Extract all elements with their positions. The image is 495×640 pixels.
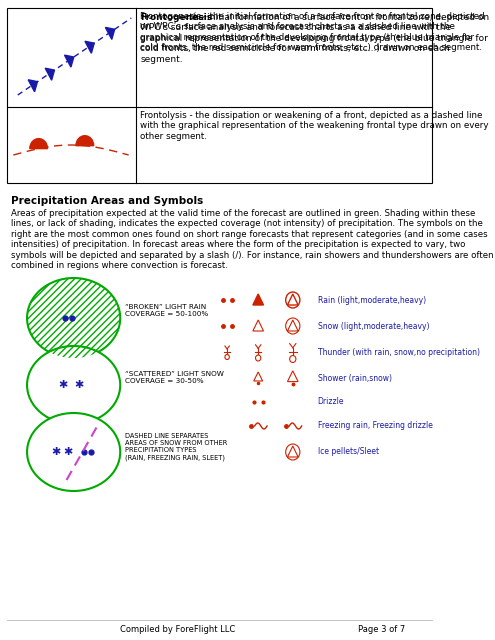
Text: “BROKEN” LIGHT RAIN
COVERAGE = 50-100%: “BROKEN” LIGHT RAIN COVERAGE = 50-100%	[125, 303, 208, 317]
Text: Drizzle: Drizzle	[318, 397, 344, 406]
Wedge shape	[76, 136, 94, 146]
Polygon shape	[64, 55, 74, 67]
Text: Areas of precipitation expected at the valid time of the forecast are outlined i: Areas of precipitation expected at the v…	[11, 209, 494, 270]
Text: Shower (rain,snow): Shower (rain,snow)	[318, 374, 392, 383]
Ellipse shape	[27, 413, 120, 491]
Text: ✱: ✱	[64, 447, 73, 457]
Text: “SCATTERED” LIGHT SNOW
COVERAGE = 30-50%: “SCATTERED” LIGHT SNOW COVERAGE = 30-50%	[125, 371, 224, 383]
Text: Frontogenesis: Frontogenesis	[140, 13, 212, 22]
Polygon shape	[253, 294, 263, 305]
Text: Snow (light,moderate,heavy): Snow (light,moderate,heavy)	[318, 321, 429, 330]
Text: Compiled by ForeFlight LLC: Compiled by ForeFlight LLC	[120, 625, 235, 634]
Polygon shape	[45, 68, 54, 80]
Text: Precipitation Areas and Symbols: Precipitation Areas and Symbols	[11, 196, 203, 206]
Text: DASHED LINE SEPARATES
AREAS OF SNOW FROM OTHER
PRECIPITATION TYPES
(RAIN, FREEZI: DASHED LINE SEPARATES AREAS OF SNOW FROM…	[125, 433, 228, 461]
Text: Frontogenesis - the initial formation of a surface front or frontal zone, depict: Frontogenesis - the initial formation of…	[140, 12, 485, 52]
Polygon shape	[105, 28, 115, 40]
Text: Ice pellets/Sleet: Ice pellets/Sleet	[318, 447, 379, 456]
Text: Thunder (with rain, snow,no precipitation): Thunder (with rain, snow,no precipitatio…	[318, 348, 480, 356]
Text: Page 3 of 7: Page 3 of 7	[358, 625, 405, 634]
Polygon shape	[85, 41, 94, 53]
Ellipse shape	[27, 278, 120, 358]
Text: ✱: ✱	[58, 380, 68, 390]
Wedge shape	[30, 139, 48, 148]
Polygon shape	[28, 80, 38, 92]
Text: ✱: ✱	[74, 380, 84, 390]
Bar	[7, 8, 432, 183]
Text: Rain (light,moderate,heavy): Rain (light,moderate,heavy)	[318, 296, 426, 305]
Text: - the initial formation of a surface front or frontal zone, depicted on WPC’s su: - the initial formation of a surface fro…	[140, 13, 489, 63]
Text: ✱: ✱	[51, 447, 60, 457]
Text: Frontolysis - the dissipation or weakening of a front, depicted as a dashed line: Frontolysis - the dissipation or weakeni…	[140, 111, 489, 141]
Ellipse shape	[27, 346, 120, 424]
Text: Freezing rain, Freezing drizzle: Freezing rain, Freezing drizzle	[318, 422, 433, 431]
